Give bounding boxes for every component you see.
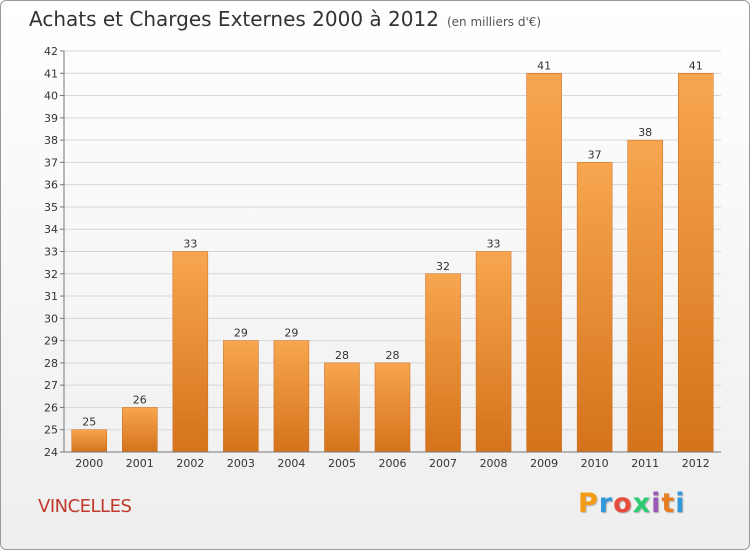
logo-letter: P xyxy=(578,488,599,519)
bar-2001 xyxy=(122,407,158,453)
x-tick-label: 2009 xyxy=(530,457,558,470)
y-tick-label: 29 xyxy=(44,335,58,348)
data-label: 32 xyxy=(436,260,450,273)
chart-title: Achats et Charges Externes 2000 à 2012 (e… xyxy=(29,7,541,31)
y-tick-label: 24 xyxy=(44,446,58,459)
bar-2008 xyxy=(475,251,512,453)
y-tick-label: 40 xyxy=(44,90,58,103)
x-tick-label: 2006 xyxy=(379,457,407,470)
data-label: 41 xyxy=(689,59,703,72)
chart-subtitle: (en milliers d'€) xyxy=(446,15,542,29)
bars: 25 26 33 29 29 28 28 32 33 41 37 38 41 xyxy=(71,59,714,453)
y-tick-label: 41 xyxy=(44,67,58,80)
x-tick-label: 2012 xyxy=(682,457,710,470)
y-tick-label: 32 xyxy=(44,268,58,281)
y-tick-label: 28 xyxy=(44,357,58,370)
y-tick-label: 34 xyxy=(44,223,58,236)
x-tick-label: 2001 xyxy=(126,457,154,470)
x-tick-label: 2008 xyxy=(480,457,508,470)
y-axis: 24 25 26 27 28 29 30 31 32 33 34 35 36 37 38 39 40 41 42 xyxy=(44,45,65,459)
logo-letter: i xyxy=(651,488,662,519)
bar-2012 xyxy=(677,73,714,453)
bar-2011 xyxy=(627,139,663,453)
logo-letter: i xyxy=(675,488,686,519)
y-tick-label: 33 xyxy=(44,246,58,259)
y-tick-label: 36 xyxy=(44,179,58,192)
bar-2000 xyxy=(71,429,108,453)
logo-letter: x xyxy=(632,488,652,519)
x-axis: 2000 2001 2002 2003 2004 2005 2006 2007 2008 2009… xyxy=(64,451,721,470)
data-label: 29 xyxy=(234,327,248,340)
y-tick-label: 39 xyxy=(44,112,58,125)
bar-2006 xyxy=(374,362,411,453)
y-tick-label: 27 xyxy=(44,379,58,392)
bar-2002 xyxy=(172,251,209,453)
data-label: 38 xyxy=(638,126,652,139)
data-label: 28 xyxy=(335,349,349,362)
bar-2007 xyxy=(425,273,461,453)
title-text: Achats et Charges Externes 2000 à 2012 xyxy=(29,7,439,31)
commune-name: VINCELLES xyxy=(38,496,132,517)
data-label: 26 xyxy=(133,393,147,406)
proxiti-logo[interactable]: Proxiti xyxy=(578,488,686,519)
x-tick-label: 2007 xyxy=(429,457,457,470)
bar-2010 xyxy=(576,162,613,453)
logo-letter: t xyxy=(661,488,676,519)
logo-letter: r xyxy=(598,488,614,519)
data-label: 37 xyxy=(588,148,602,161)
data-label: 29 xyxy=(284,327,298,340)
bar-2003 xyxy=(223,340,259,453)
y-tick-label: 42 xyxy=(44,45,58,58)
y-tick-label: 38 xyxy=(44,134,58,147)
y-tick-label: 31 xyxy=(44,290,58,303)
x-tick-label: 2003 xyxy=(227,457,255,470)
data-label: 33 xyxy=(183,238,197,251)
logo-letter: o xyxy=(613,488,633,519)
x-tick-label: 2010 xyxy=(581,457,609,470)
y-tick-label: 35 xyxy=(44,201,58,214)
bar-2009 xyxy=(526,73,562,453)
y-tick-label: 25 xyxy=(44,424,58,437)
x-tick-label: 2004 xyxy=(277,457,305,470)
x-tick-label: 2000 xyxy=(75,457,103,470)
data-label: 25 xyxy=(82,416,96,429)
x-tick-label: 2005 xyxy=(328,457,356,470)
y-tick-label: 30 xyxy=(44,312,58,325)
y-tick-label: 37 xyxy=(44,156,58,169)
x-tick-label: 2011 xyxy=(631,457,659,470)
bar-2004 xyxy=(273,340,310,453)
data-label: 33 xyxy=(487,238,501,251)
data-label: 41 xyxy=(537,59,551,72)
data-label: 28 xyxy=(386,349,400,362)
y-tick-label: 26 xyxy=(44,401,58,414)
x-tick-label: 2002 xyxy=(176,457,204,470)
bar-2005 xyxy=(324,362,360,453)
